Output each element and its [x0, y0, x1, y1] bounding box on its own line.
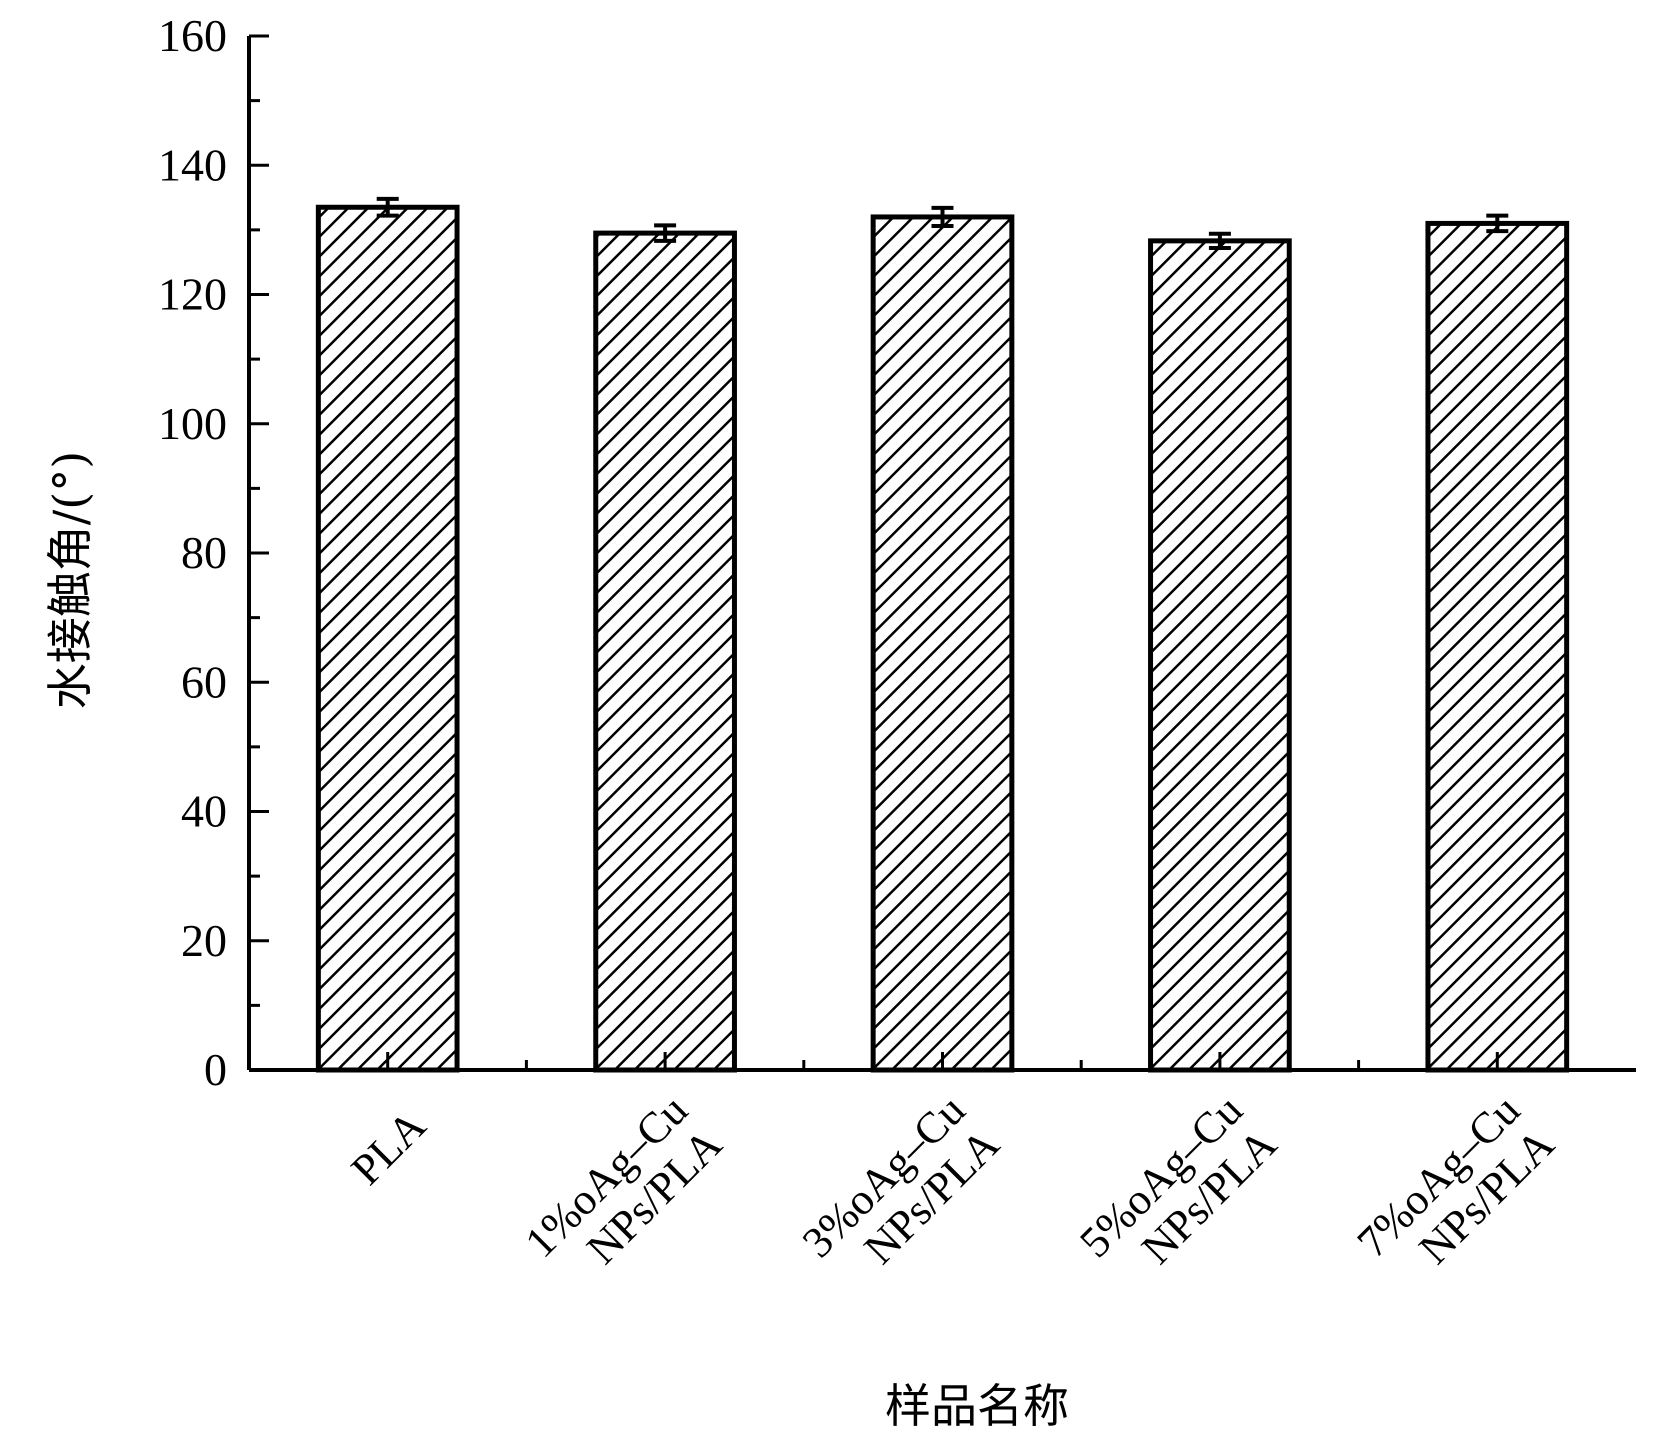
error-bars-layer [376, 196, 1509, 250]
y-tick-label: 100 [158, 398, 227, 449]
bar [1425, 220, 1570, 1073]
y-tick-label: 120 [158, 269, 227, 320]
plot-area: 0 20 40 60 80 100 120 140 160 PLA 1%oAg–CuNPs/PLA… [158, 10, 1636, 1301]
x-category-label: 1%oAg–CuNPs/PLA [515, 1085, 731, 1301]
x-category-label: PLA [342, 1101, 436, 1195]
y-tick-label: 160 [158, 10, 227, 61]
y-ticks-layer: 0 20 40 60 80 100 120 140 160 [158, 10, 269, 1095]
bar [315, 204, 460, 1073]
y-tick-label: 40 [181, 786, 227, 837]
y-tick-label: 60 [181, 656, 227, 707]
bar [870, 214, 1015, 1073]
bar [1148, 238, 1292, 1073]
x-category-label: 3%oAg–CuNPs/PLA [793, 1085, 1009, 1301]
x-axis-title: 样品名称 [885, 1379, 1069, 1433]
y-tick-label: 0 [204, 1044, 227, 1095]
x-category-label: 7%oAg–CuNPs/PLA [1348, 1085, 1564, 1301]
y-axis-title: 水接触角/(°) [43, 451, 97, 709]
x-category-label-line: PLA [342, 1101, 436, 1195]
y-tick-label: 80 [181, 527, 227, 578]
x-ticks-layer: PLA 1%oAg–CuNPs/PLA 3%oAg–CuNPs/PLA 5%oAg–C… [342, 1052, 1564, 1301]
bars-layer [315, 204, 1570, 1073]
y-tick-label: 20 [181, 915, 227, 966]
y-tick-label: 140 [158, 139, 227, 190]
bar [593, 230, 737, 1073]
x-category-label: 5%oAg–CuNPs/PLA [1070, 1085, 1286, 1301]
